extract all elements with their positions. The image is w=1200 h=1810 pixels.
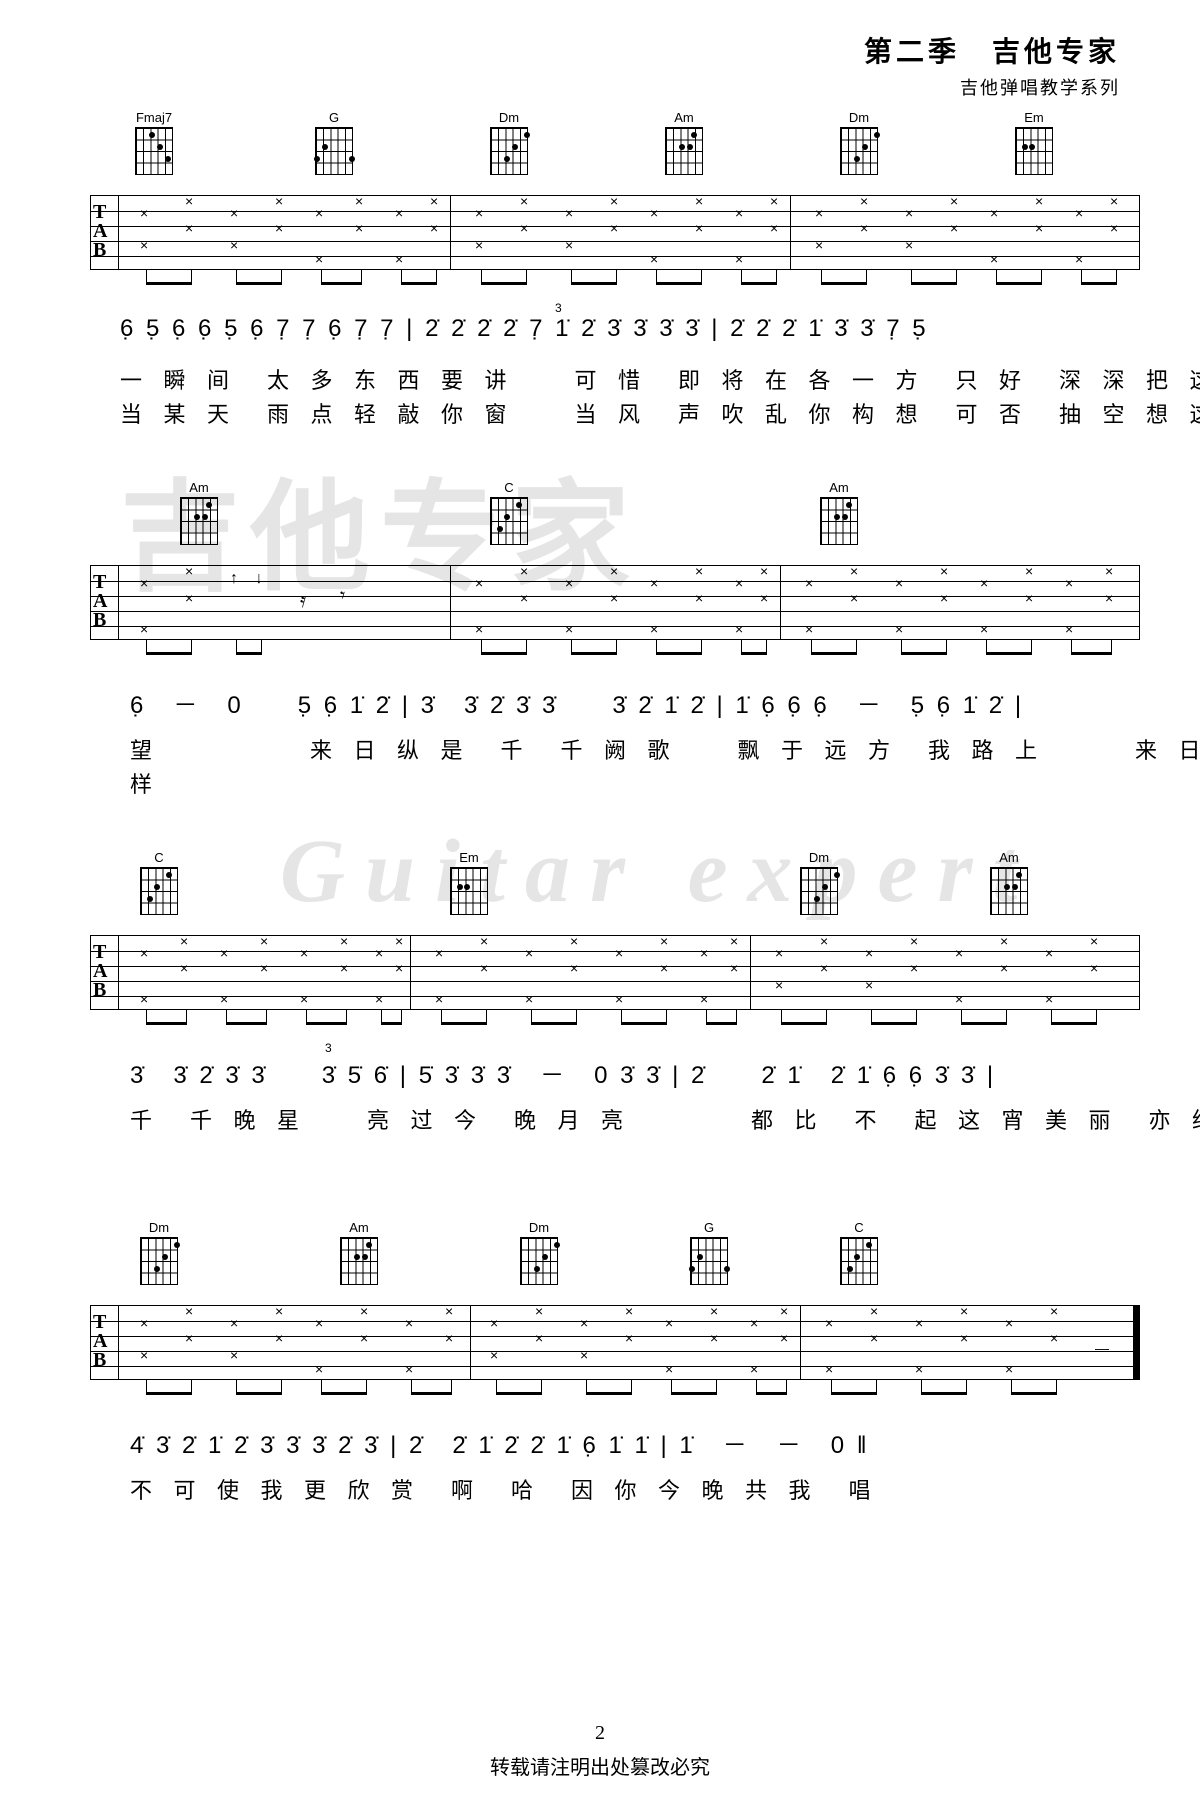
lyrics-row-1: 千 千 晚 星 亮 过 今 晚 月 亮 都 比 不 起 这 宵 美 丽 亦 绝: [100, 1103, 1140, 1133]
header-subtitle: 吉他弹唱教学系列: [864, 74, 1120, 100]
chord-fmaj7: Fmaj7: [135, 110, 173, 175]
tab-staff: TAB ×× ×× ×× ×× ×× ×× ×× ×× ×× ×× ×× ×× …: [90, 195, 1140, 285]
chord-em: Em: [450, 850, 488, 915]
header-title: 第二季 吉他专家: [864, 30, 1120, 70]
jianpu-row: 4̇ 3̇ 2̇ 1̇ 2̇ 3̇ 3̇ 3̇ 2̇ 3̇ | 2̇ 2̇ 1̇…: [100, 1425, 1140, 1465]
tab-staff: TAB ×× ×× ×× ×× ×× ×× ×× ×× ×× ×× ×× ×× …: [90, 1305, 1140, 1395]
chord-am-2: Am: [820, 480, 858, 545]
tab-label: TAB: [93, 573, 107, 630]
lyrics-row-1: 一 瞬 间 太 多 东 西 要 讲 可 惜 即 将 在 各 一 方 只 好 深 …: [100, 363, 1140, 393]
chord-dm-2: Dm: [840, 110, 878, 175]
chord-dm-2: Dm: [520, 1220, 558, 1285]
chord-am: Am: [665, 110, 703, 175]
chord-dm: Dm: [800, 850, 838, 915]
lyrics-row-2: 样: [100, 767, 1140, 797]
jianpu-row: 3̇ 3̇ 2̇ 3̇ 3̇ 3̇ 5̇ 6̇ | 5̇ 3̇ 3̇ 3̇ － …: [100, 1055, 1140, 1095]
tab-staff: TAB ×× ×× ×× ×× ×× ×× ×× ×× ×× ×× ×× ×× …: [90, 935, 1140, 1025]
chord-row: Dm Am Dm G C: [120, 1220, 1140, 1300]
chord-am: Am: [180, 480, 218, 545]
chord-c: C: [490, 480, 528, 545]
lyrics-row-2: 当 某 天 雨 点 轻 敲 你 窗 当 风 声 吹 乱 你 构 想 可 否 抽 …: [100, 397, 1140, 427]
page-footer: 2 转载请注明出处篡改必究: [0, 1722, 1200, 1780]
chord-em: Em: [1015, 110, 1053, 175]
chord-row: Fmaj7 G Dm Am Dm Em: [120, 110, 1140, 190]
music-system-2: Am C Am TAB ×× ×× ↑↓ 𝄿𝄾 ×× ×× ×× ×× ×× ×…: [90, 480, 1140, 797]
chord-c: C: [140, 850, 178, 915]
tab-label: TAB: [93, 203, 107, 260]
music-system-4: Dm Am Dm G C TAB ×× ×× ×× ×× ×× ×× ×× ××…: [90, 1220, 1140, 1503]
chord-c: C: [840, 1220, 878, 1285]
tab-label: TAB: [93, 943, 107, 1000]
music-system-1: Fmaj7 G Dm Am Dm Em TAB ×× ×× ×× ×× ×× ×…: [90, 110, 1140, 427]
footer-note: 转载请注明出处篡改必究: [0, 1751, 1200, 1780]
chord-row: Am C Am: [120, 480, 1140, 560]
music-system-3: C Em Dm Am TAB ×× ×× ×× ×× ×× ×× ×× ×× ×…: [90, 850, 1140, 1133]
chord-dm: Dm: [490, 110, 528, 175]
lyrics-row-1: 望 来 日 纵 是 千 千 阙 歌 飘 于 远 方 我 路 上 来 日 纵 是: [100, 733, 1140, 763]
chord-am: Am: [340, 1220, 378, 1285]
jianpu-row: 6̣ － 0 5̣ 6̣ 1̇ 2̇ | 3̇ 3̇ 2̇ 3̇ 3̇ 3̇ 2…: [100, 685, 1140, 725]
tab-staff: TAB ×× ×× ↑↓ 𝄿𝄾 ×× ×× ×× ×× ×× ×× ×× ×× …: [90, 565, 1140, 655]
jianpu-row: 6̣ 5̣ 6̣ 6̣ 5̣ 6̣ 7̣ 7̣ 6̣ 7̣ 7̣ | 2̇ 2̇…: [100, 315, 1140, 355]
lyrics-row-1: 不 可 使 我 更 欣 赏 啊 哈 因 你 今 晚 共 我 唱: [100, 1473, 1140, 1503]
chord-row: C Em Dm Am: [120, 850, 1140, 930]
chord-dm: Dm: [140, 1220, 178, 1285]
chord-am: Am: [990, 850, 1028, 915]
tab-label: TAB: [93, 1313, 107, 1370]
chord-g: G: [690, 1220, 728, 1285]
chord-g: G: [315, 110, 353, 175]
page-header: 第二季 吉他专家 吉他弹唱教学系列: [864, 30, 1120, 100]
page-number: 2: [0, 1722, 1200, 1745]
